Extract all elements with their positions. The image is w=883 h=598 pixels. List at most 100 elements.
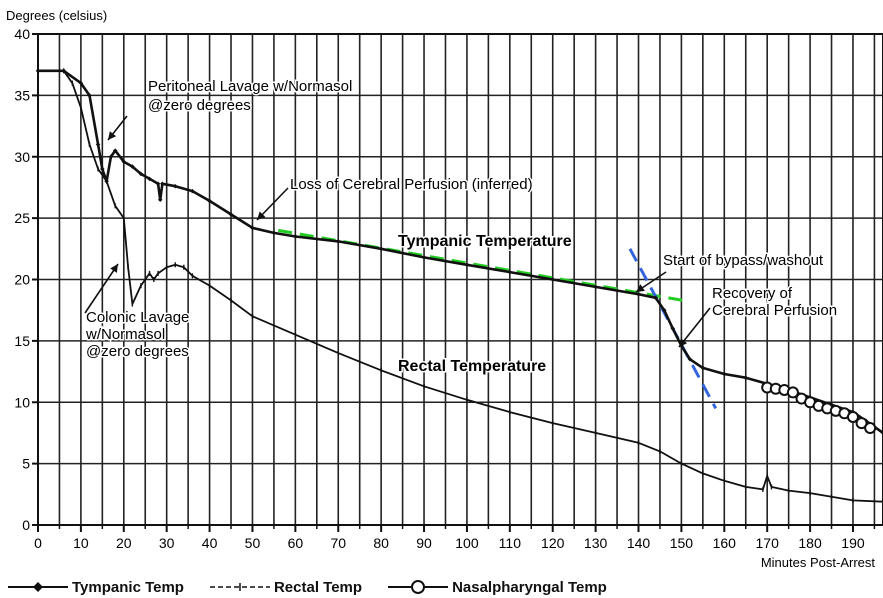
annotation-halo: Cerebral Perfusion (712, 302, 837, 319)
data-point-tympanic (78, 80, 84, 86)
diamond-marker-icon (8, 582, 68, 592)
x-tick-label: 10 (73, 535, 89, 551)
y-tick-label: 15 (14, 333, 30, 349)
series-line-0 (38, 69, 883, 434)
annotation-text: Rectal Temperature (398, 358, 546, 375)
y-tick-label: 20 (14, 272, 30, 288)
y-tick-label: 25 (14, 210, 30, 226)
y-axis-label: Degrees (celsius) (6, 8, 107, 23)
data-point-tympanic (661, 307, 667, 313)
annotation-halo: Loss of Cerebral Perfusion (inferred) (290, 176, 533, 193)
data-point-tympanic (464, 262, 470, 268)
annotation-text: Cerebral Perfusion (712, 302, 837, 319)
data-point-tympanic (421, 255, 427, 260)
annotation-text: Tympanic Temperature (398, 233, 572, 250)
circle-marker-icon (388, 580, 449, 594)
data-point-nasalpharyngal (786, 386, 799, 399)
x-tick-label: 170 (756, 535, 780, 551)
legend-item-nasalpharyngal: Nasalpharyngal Temp (388, 579, 607, 596)
legend-label-tympanic: Tympanic Temp (72, 578, 184, 596)
arrowhead-icon (110, 264, 118, 273)
y-tick-label: 30 (14, 149, 30, 165)
annotation-halo: w/Normasol (85, 326, 165, 343)
axes: 0 10 20 30 40 50 60 70 80 90 100 110 120 130 140 150 160… (6, 8, 883, 570)
x-tick-label: 120 (541, 535, 565, 551)
x-tick-label: 190 (841, 535, 865, 551)
arrowhead-icon (679, 338, 688, 347)
data-point-nasalpharyngal (846, 410, 859, 423)
annotation-arrow (678, 307, 711, 348)
annotation-text: Recovery of (712, 285, 793, 302)
annotation-text: w/Normasol (85, 326, 165, 343)
x-tick-label: 90 (416, 535, 432, 551)
x-tick-label: 150 (670, 535, 694, 551)
data-point-tympanic (95, 142, 101, 147)
data-point-tympanic (335, 239, 341, 244)
data-point-tympanic (722, 371, 727, 377)
legend-item-rectal: Rectal Temp (209, 578, 363, 596)
data-point-tympanic (880, 430, 883, 436)
x-axis-label: Minutes Post-Arrest (761, 555, 876, 570)
grid (38, 34, 883, 525)
x-tick-label: 110 (499, 535, 522, 551)
annotation-halo: Tympanic Temperature (398, 233, 572, 250)
x-tick-label: 100 (455, 535, 479, 551)
data-point-tympanic (112, 148, 118, 153)
annotation-halo: @zero degrees (148, 97, 251, 114)
x-tick-label: 30 (159, 535, 175, 551)
x-tick-label: 180 (798, 535, 822, 551)
data-point-tympanic (121, 159, 127, 164)
x-tick-label: 130 (584, 535, 608, 551)
data-point-tympanic (157, 197, 163, 202)
annotation-halo: Recovery of (712, 285, 793, 302)
y-tick-label: 10 (14, 394, 30, 410)
data-point-nasalpharyngal (864, 422, 877, 435)
data-point-tympanic (700, 365, 706, 371)
y-tick-label: 35 (14, 87, 30, 103)
x-tick-label: 70 (330, 535, 346, 551)
data-point-tympanic (636, 291, 641, 297)
series-lines (35, 68, 883, 505)
data-point-tympanic (593, 284, 598, 290)
annotation-text: Peritoneal Lavage w/Normasol (148, 78, 352, 95)
tick-marker-icon (209, 583, 270, 591)
y-tick-label: 5 (22, 456, 30, 472)
annotation-halo: Peritoneal Lavage w/Normasol (148, 78, 352, 95)
x-tick-label: 80 (373, 535, 389, 551)
series-line-1 (38, 69, 883, 503)
annotation-text: Loss of Cerebral Perfusion (inferred) (290, 176, 533, 193)
x-tick-label: 140 (627, 535, 651, 551)
legend-item-tympanic: Tympanic Temp (8, 579, 184, 596)
annotation-halo: Rectal Temperature (398, 358, 546, 375)
data-point-tympanic (507, 269, 513, 275)
data-point-tympanic (100, 166, 105, 172)
trend-lines (277, 228, 718, 410)
x-tick-label: 20 (116, 535, 132, 551)
line-chart: 0 10 20 30 40 50 60 70 80 90 100 110 120 130 140 150 160… (6, 8, 883, 570)
annotation-halo: @zero degrees (86, 343, 189, 360)
legend: Tympanic Temp Rectal Temp Nasalpharyngal… (8, 576, 607, 598)
annotation-halo: Start of bypass/washout (663, 252, 824, 269)
annotation-text: Start of bypass/washout (663, 252, 824, 269)
annotation-halo: Colonic Lavage (86, 309, 189, 326)
legend-label-rectal: Rectal Temp (273, 578, 363, 596)
arrowhead-icon (636, 284, 645, 292)
x-tick-label: 0 (34, 535, 42, 551)
annotation-text: @zero degrees (86, 343, 189, 360)
arrowhead-icon (257, 211, 266, 220)
x-tick-label: 60 (288, 535, 304, 551)
annotation-text: Colonic Lavage (86, 309, 189, 326)
annotation-text: @zero degrees (148, 97, 251, 114)
data-point-tympanic (550, 277, 555, 282)
y-tick-label: 40 (14, 26, 30, 42)
data-point-tympanic (687, 357, 693, 362)
x-tick-label: 160 (713, 535, 737, 551)
data-point-tympanic (108, 154, 114, 160)
data-point-tympanic (271, 230, 277, 236)
data-point-nasalpharyngal (855, 417, 868, 430)
data-point-tympanic (670, 326, 676, 331)
data-point-tympanic (653, 295, 658, 301)
data-point-tympanic (743, 375, 749, 380)
